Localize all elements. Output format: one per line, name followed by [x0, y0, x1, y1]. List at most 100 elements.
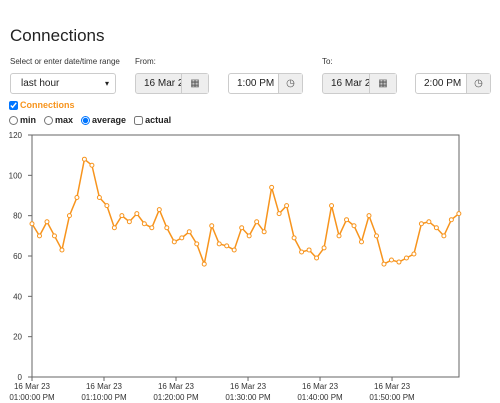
point	[329, 203, 335, 209]
calendar-button[interactable]: ▦	[369, 74, 396, 93]
point	[351, 223, 357, 229]
point	[381, 261, 387, 267]
range-select[interactable]: last hour ▾	[10, 73, 116, 94]
x-tick-label: 01:10:00 PM	[81, 393, 127, 402]
point	[119, 213, 125, 219]
point	[201, 261, 207, 267]
range-label: Select or enter date/time range	[10, 57, 120, 66]
clock-button[interactable]: ◷	[466, 74, 490, 93]
from-date-input[interactable]: 16 Mar 2 ▦	[135, 73, 209, 94]
plot-frame	[31, 134, 460, 378]
point	[448, 217, 454, 223]
calendar-button[interactable]: ▦	[181, 74, 208, 93]
point	[373, 233, 379, 239]
range-value: last hour	[21, 78, 60, 89]
point	[36, 233, 42, 239]
option[interactable]: min	[9, 115, 36, 125]
point	[104, 203, 110, 209]
y-tick-label: 80	[13, 212, 22, 221]
point	[171, 239, 177, 245]
point	[426, 219, 432, 225]
point	[156, 207, 162, 213]
point	[291, 235, 297, 241]
option-label: min	[20, 115, 37, 125]
option-input[interactable]	[44, 115, 54, 125]
point	[261, 229, 267, 235]
to-date-input[interactable]: 16 Mar 2 ▦	[322, 73, 397, 94]
from-date: 16 Mar 2	[144, 78, 184, 89]
point	[164, 225, 170, 231]
point	[299, 249, 305, 255]
chart: 0 20 40 60 80 100 120 16 Mar 23 01:00:00 PM 16 Ma…	[9, 131, 462, 402]
point	[186, 229, 192, 235]
point	[134, 211, 140, 217]
point	[411, 251, 417, 257]
point	[209, 223, 215, 229]
option-label: actual	[145, 115, 172, 125]
point	[216, 241, 222, 247]
point	[44, 219, 50, 225]
point	[456, 211, 462, 217]
option-input[interactable]	[9, 115, 18, 125]
point	[239, 225, 245, 231]
point	[359, 239, 365, 245]
option[interactable]: average	[81, 115, 126, 125]
point	[179, 235, 185, 241]
point	[306, 247, 312, 253]
x-tick-date: 16 Mar 23	[302, 382, 339, 391]
x-tick-label: 01:30:00 PM	[225, 393, 271, 402]
x-tick-label: 01:50:00 PM	[369, 393, 415, 402]
point	[66, 213, 72, 219]
point	[231, 247, 237, 253]
point	[344, 217, 350, 223]
point	[59, 247, 65, 253]
point	[149, 225, 155, 231]
point	[126, 219, 132, 225]
point	[74, 195, 80, 201]
select-arrow: ▾	[104, 79, 109, 88]
y-tick-label: 100	[9, 171, 23, 180]
point	[111, 225, 117, 231]
option[interactable]: actual	[134, 115, 171, 125]
option-label: max	[55, 115, 74, 125]
series-toggle[interactable]: Connections	[9, 100, 75, 110]
y-tick-label: 0	[18, 373, 23, 382]
to-time: 2:00 PM	[424, 78, 462, 89]
to-label: To:	[322, 57, 333, 66]
x-tick-date: 16 Mar 23	[158, 382, 195, 391]
option-input[interactable]	[134, 115, 144, 125]
from-time: 1:00 PM	[237, 78, 275, 89]
point	[254, 219, 260, 225]
point	[194, 241, 200, 247]
option[interactable]: max	[44, 115, 73, 125]
checkbox[interactable]	[9, 100, 18, 110]
point	[29, 221, 35, 227]
point	[418, 221, 424, 227]
from-time-input[interactable]: 1:00 PM ◷	[228, 73, 303, 94]
point	[141, 221, 147, 227]
point	[81, 156, 87, 162]
to-date: 16 Mar 2	[331, 78, 371, 89]
point	[51, 233, 57, 239]
point	[284, 203, 290, 209]
x-tick-date: 16 Mar 23	[374, 382, 411, 391]
y-tick-label: 60	[13, 252, 22, 261]
point	[403, 255, 409, 261]
to-time-input[interactable]: 2:00 PM ◷	[415, 73, 491, 94]
x-tick-label: 01:00:00 PM	[9, 393, 55, 402]
point	[269, 184, 275, 190]
point	[276, 211, 282, 217]
y-tick-label: 20	[13, 333, 22, 342]
point	[366, 213, 372, 219]
point	[321, 245, 327, 251]
y-tick-label: 120	[9, 131, 23, 140]
option-input[interactable]	[81, 115, 91, 125]
point	[441, 233, 447, 239]
x-tick-date: 16 Mar 23	[86, 382, 123, 391]
point	[388, 257, 394, 263]
option-label: average	[92, 115, 127, 125]
x-tick-label: 01:40:00 PM	[297, 393, 343, 402]
point	[246, 233, 252, 239]
clock-button[interactable]: ◷	[278, 74, 302, 93]
